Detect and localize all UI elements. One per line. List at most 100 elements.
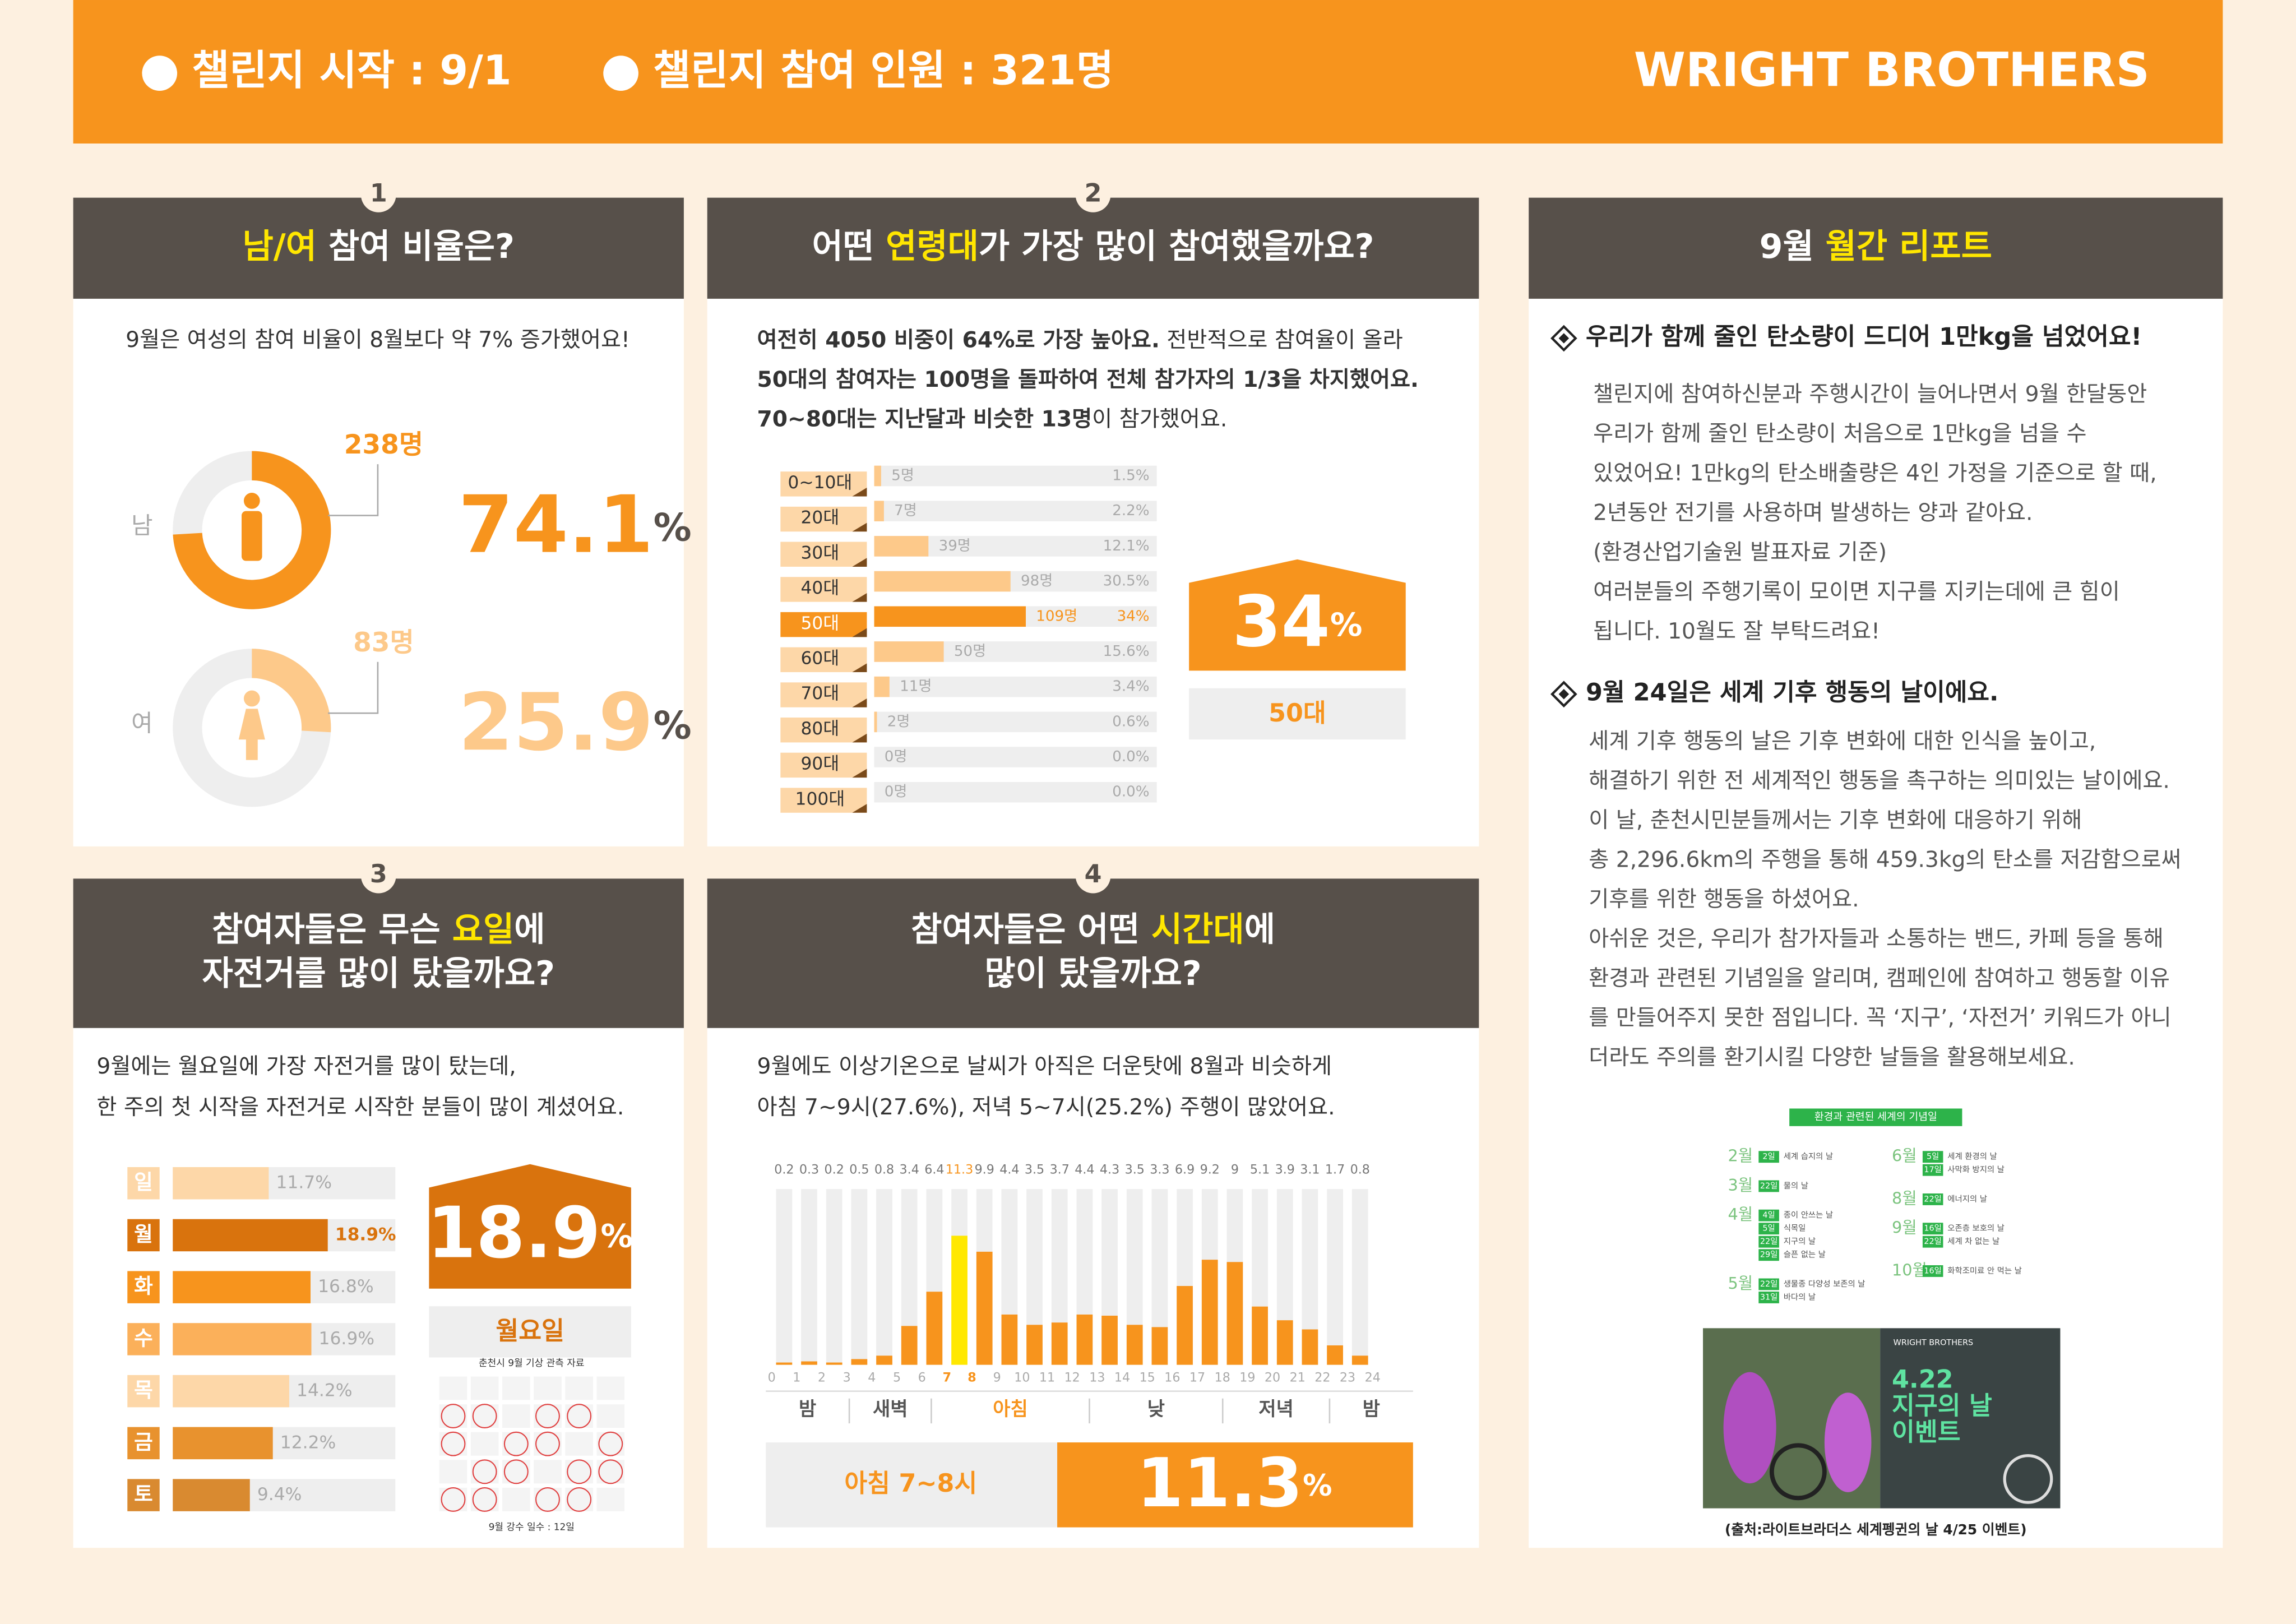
event-name: 슬픈 없는 날 — [1784, 1250, 1826, 1260]
value-label: 5.1 — [1250, 1163, 1270, 1177]
column — [1126, 1325, 1143, 1365]
body-line: 2년동안 전기를 사용하며 발생하는 양과 같아요. — [1593, 500, 2033, 525]
x-tick-label: 16 — [1164, 1371, 1180, 1385]
event-day: 17일 — [1924, 1165, 1941, 1174]
body-line: 우리가 함께 줄인 탄소량이 처음으로 1만kg을 넘을 수 — [1593, 421, 2086, 446]
event-day: 22일 — [1760, 1237, 1777, 1246]
body-line: 세계 기후 행동의 날은 기후 변화에 대한 인식을 높이고, — [1589, 729, 2096, 754]
column — [976, 1251, 993, 1365]
weather-cell — [470, 1460, 499, 1484]
photo-headline: 4.22 — [1892, 1365, 1954, 1394]
body-line: 여러분들의 주행기록이 모이면 지구를 지키는데에 큰 힘이 — [1593, 579, 2120, 604]
head — [243, 690, 260, 707]
event-day-box — [1922, 1193, 1943, 1205]
column — [1151, 1327, 1168, 1365]
value-label: 0.2 — [825, 1163, 844, 1177]
value-label: 12.2% — [280, 1432, 336, 1452]
weather-cell — [534, 1460, 562, 1484]
event-day-box — [1758, 1292, 1779, 1303]
body-line: 챌린지에 참여하신분과 주행시간이 늘어나면서 9월 한달동안 — [1593, 382, 2147, 407]
value-label: 9.9 — [975, 1163, 994, 1177]
event-name: 종이 안쓰는 날 — [1784, 1210, 1833, 1220]
text-segment: 에 — [514, 910, 545, 949]
age-label-box — [780, 471, 867, 497]
period-label: 저녁 — [1258, 1398, 1293, 1421]
day-label-box — [127, 1375, 160, 1408]
description: 아침 7~9시(27.6%), 저녁 5~7시(25.2%) 주행이 많았어요. — [757, 1095, 1335, 1120]
bar — [874, 641, 944, 662]
x-tick-label: 18 — [1215, 1371, 1230, 1385]
day-label-box — [127, 1323, 160, 1355]
weather-cell — [534, 1404, 562, 1428]
column — [1351, 1355, 1368, 1365]
column — [1302, 1329, 1318, 1365]
column — [876, 1355, 892, 1365]
unit: % — [1303, 1469, 1332, 1503]
highlight-box — [1189, 559, 1406, 671]
x-tick-label: 8 — [968, 1371, 976, 1385]
event-day: 29일 — [1760, 1250, 1777, 1260]
percent-value: 74.1 — [459, 479, 654, 571]
x-tick-label: 14 — [1114, 1371, 1130, 1385]
age-label-box — [780, 506, 867, 532]
calendar-title-bar — [1789, 1108, 1962, 1126]
event-day: 16일 — [1924, 1224, 1941, 1233]
header-bar — [73, 0, 2223, 144]
percent-label: 12.1% — [1103, 538, 1150, 554]
percent-label: 0.6% — [1112, 713, 1149, 730]
column-track — [826, 1189, 843, 1365]
event-name: 바다의 날 — [1784, 1292, 1816, 1302]
value-label: 4.4 — [1075, 1163, 1094, 1177]
count-label: 11명 — [900, 678, 932, 695]
text-segment: 시간대 — [1151, 910, 1244, 949]
tab — [852, 487, 867, 497]
day-label: 화 — [134, 1274, 153, 1298]
day-label: 월 — [134, 1222, 153, 1246]
calendar-month: 4월 — [1728, 1205, 1753, 1224]
value-label: 0.8 — [1350, 1163, 1370, 1177]
rain-mark — [598, 1431, 623, 1456]
calendar-month: 3월 — [1728, 1176, 1753, 1195]
weather-cell — [596, 1488, 625, 1511]
weather-cell — [596, 1432, 625, 1456]
calendar-month: 6월 — [1892, 1146, 1917, 1165]
event-day-box — [1758, 1236, 1779, 1248]
period-label: 낮 — [1147, 1398, 1165, 1421]
count-label: 7명 — [894, 502, 917, 519]
event-day: 5일 — [1762, 1224, 1775, 1233]
x-tick-label: 6 — [918, 1371, 926, 1385]
photo-headline: 이벤트 — [1892, 1418, 1961, 1446]
age-label: 70대 — [801, 683, 840, 704]
count-label: 50명 — [954, 643, 986, 660]
column — [826, 1362, 843, 1365]
highlight-value: 18.9% — [427, 1192, 633, 1274]
penguin — [1824, 1392, 1872, 1492]
value-label: 3.9 — [1275, 1163, 1295, 1177]
weather-cell — [596, 1376, 625, 1400]
bar-track — [874, 711, 1157, 733]
text-segment: 여전히 4050 비중이 64%로 가장 높아요. — [757, 327, 1160, 353]
body — [242, 511, 262, 561]
event-day: 2일 — [1762, 1152, 1775, 1162]
highlight-label: 아침 7~8시 — [844, 1469, 977, 1498]
unit: % — [601, 1217, 633, 1255]
x-tick-label: 20 — [1265, 1371, 1280, 1385]
panel-title: 참여자들은 어떤 시간대에 — [911, 910, 1275, 949]
event-day: 16일 — [1924, 1266, 1941, 1275]
leader-line — [328, 464, 379, 516]
value-label: 11.3 — [946, 1163, 973, 1177]
age-label: 90대 — [801, 754, 840, 774]
highlight-label-box — [1189, 688, 1406, 740]
donut-arc — [173, 451, 331, 609]
event-day: 22일 — [1924, 1194, 1941, 1204]
bar-track — [874, 465, 1157, 487]
percent: 74.1% — [459, 479, 692, 571]
bar — [173, 1323, 312, 1355]
description: 한 주의 첫 시작을 자전거로 시작한 분들이 많이 계셨어요. — [96, 1095, 624, 1120]
x-tick-label: 5 — [893, 1371, 901, 1385]
description: 9월에도 이상기온으로 날씨가 아직은 더운탓에 8월과 비슷하게 — [757, 1054, 1332, 1079]
percent: 25.9% — [459, 677, 692, 769]
bar-track — [874, 747, 1157, 767]
description: 50대의 참여자는 100명을 돌파하여 전체 참가자의 1/3을 차지했어요. — [757, 367, 1419, 392]
age-label-box — [780, 718, 867, 743]
